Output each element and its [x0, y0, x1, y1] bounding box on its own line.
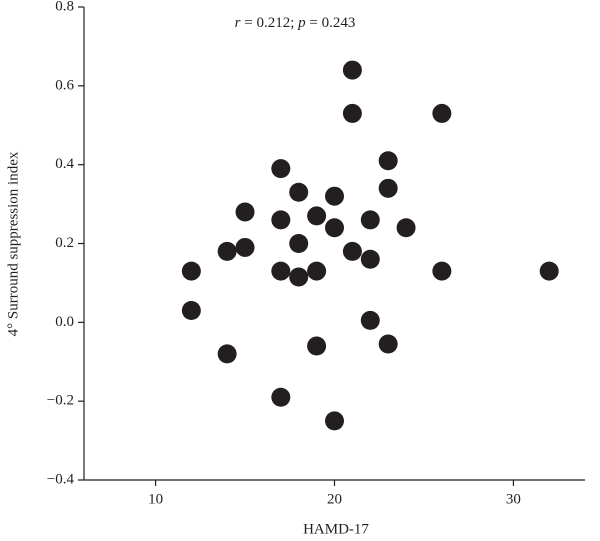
y-axis-label: 4° Surround suppression index — [5, 151, 21, 336]
y-tick-label: 0.0 — [55, 314, 74, 330]
point — [235, 237, 255, 257]
y-tick-label: 0.6 — [55, 77, 74, 93]
y-tick-label: −0.4 — [47, 471, 75, 487]
point — [235, 202, 255, 222]
y-tick-label: 0.2 — [55, 235, 74, 251]
point — [289, 234, 309, 253]
annotation: r = 0.212; p = 0.243 — [235, 15, 356, 31]
annotation-part: p — [297, 15, 306, 31]
point — [342, 60, 362, 80]
point — [307, 206, 327, 226]
point — [181, 261, 201, 281]
point — [360, 310, 380, 330]
point — [432, 103, 452, 123]
y-tick-label: 0.8 — [55, 0, 74, 14]
point — [325, 186, 344, 206]
point — [217, 241, 237, 261]
point — [342, 103, 362, 123]
point — [360, 249, 380, 269]
point — [539, 261, 559, 281]
point — [325, 411, 344, 431]
point — [432, 261, 452, 281]
point — [271, 210, 291, 230]
annotation-part: = 0.243 — [306, 15, 356, 31]
point — [271, 387, 291, 407]
x-tick-label: 10 — [148, 491, 163, 507]
point — [325, 218, 344, 238]
point — [396, 218, 416, 238]
point — [342, 241, 362, 261]
y-tick-label: 0.4 — [55, 156, 74, 172]
point — [271, 159, 291, 179]
point — [307, 336, 327, 356]
point — [271, 261, 291, 281]
x-axis-label: HAMD-17 — [303, 521, 369, 537]
annotation-part: = 0.212; — [240, 15, 298, 31]
point — [378, 151, 398, 171]
point — [378, 334, 398, 354]
point — [360, 210, 380, 230]
annotation-part: r — [235, 15, 241, 31]
x-tick-label: 30 — [506, 491, 521, 507]
point — [289, 182, 309, 202]
point — [181, 301, 201, 321]
point — [217, 344, 237, 364]
point — [378, 178, 398, 198]
point — [307, 261, 327, 281]
point — [289, 267, 309, 287]
x-tick-label: 20 — [327, 491, 342, 507]
y-tick-label: −0.2 — [47, 393, 74, 409]
